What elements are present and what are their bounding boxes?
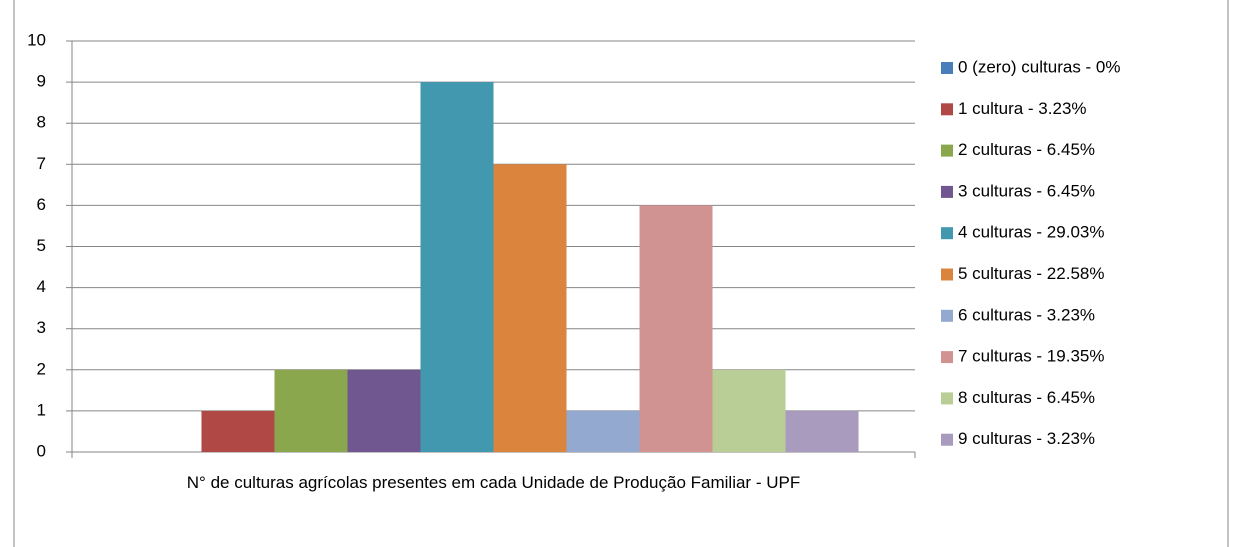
- legend-label: 5 culturas - 22.58%: [958, 264, 1104, 283]
- y-tick-label: 5: [37, 236, 46, 255]
- bar: [639, 205, 713, 452]
- y-tick-label: 8: [37, 113, 46, 132]
- legend-swatch: [941, 185, 953, 198]
- bar: [566, 410, 640, 452]
- legend-label: 8 culturas - 6.45%: [958, 388, 1095, 407]
- legend-swatch: [941, 392, 953, 405]
- y-tick-label: 4: [37, 277, 46, 296]
- legend-label: 9 culturas - 3.23%: [958, 429, 1095, 448]
- y-tick-label: 6: [37, 195, 46, 214]
- bar: [347, 369, 421, 452]
- y-tick-label: 1: [37, 400, 46, 419]
- legend-label: 2 culturas - 6.45%: [958, 140, 1095, 159]
- bar: [420, 82, 494, 452]
- bar: [201, 410, 275, 452]
- legend-label: 4 culturas - 29.03%: [958, 223, 1104, 242]
- bar: [274, 369, 348, 452]
- bar: [712, 369, 786, 452]
- legend-swatch: [941, 268, 953, 281]
- legend-swatch: [941, 62, 953, 74]
- legend-label: 7 culturas - 19.35%: [958, 347, 1104, 366]
- y-tick-label: 0: [37, 441, 46, 460]
- y-tick-label: 2: [37, 359, 46, 378]
- legend-label: 6 culturas - 3.23%: [958, 305, 1095, 324]
- legend-swatch: [941, 351, 953, 364]
- legend-label: 0 (zero) culturas - 0%: [958, 57, 1121, 76]
- bar: [785, 410, 859, 452]
- x-category-label: N° de culturas agrícolas presentes em ca…: [186, 473, 801, 492]
- legend-label: 3 culturas - 6.45%: [958, 181, 1095, 200]
- legend-swatch: [941, 144, 953, 157]
- legend-swatch: [941, 309, 953, 322]
- y-tick-label: 9: [37, 72, 46, 91]
- legend-label: 1 cultura - 3.23%: [958, 99, 1087, 118]
- y-tick-label: 3: [37, 318, 46, 337]
- legend-swatch: [941, 103, 953, 116]
- legend-swatch: [941, 433, 953, 446]
- legend-swatch: [941, 227, 953, 240]
- y-tick-label: 7: [37, 154, 46, 173]
- bar: [493, 164, 567, 453]
- y-tick-label: 10: [27, 30, 46, 49]
